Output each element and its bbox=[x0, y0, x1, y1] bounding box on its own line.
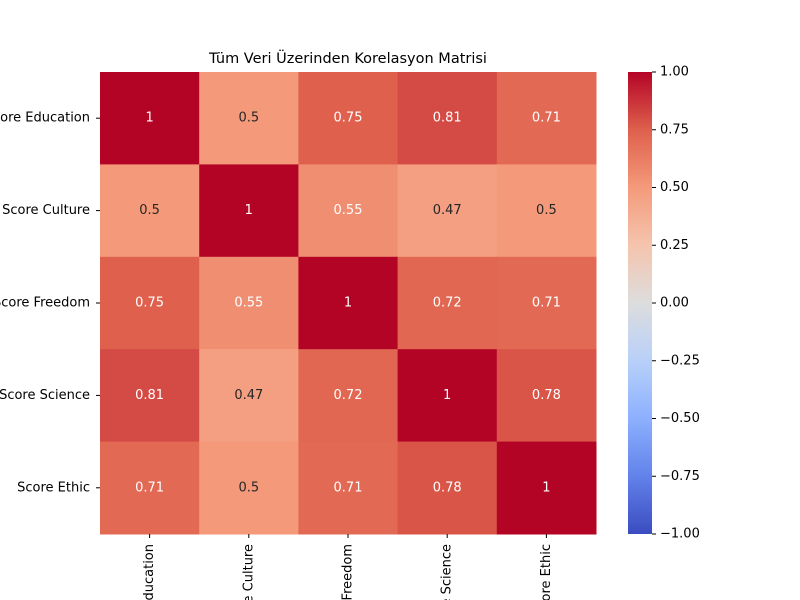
cell-label: 0.5 bbox=[139, 203, 160, 218]
cell-label: 0.71 bbox=[532, 296, 561, 311]
cell-label: 0.72 bbox=[433, 296, 462, 311]
heatmap-cell bbox=[100, 349, 200, 443]
x-tick-label: Score Ethic bbox=[539, 544, 554, 600]
cell-label: 0.55 bbox=[334, 203, 363, 218]
heatmap-cell bbox=[397, 256, 498, 350]
colorbar bbox=[628, 72, 652, 534]
heatmap-cell bbox=[397, 349, 498, 443]
cell-label: 0.71 bbox=[532, 111, 561, 126]
x-tick-label: Score Education bbox=[142, 544, 157, 600]
heatmap-cell bbox=[298, 164, 399, 258]
cell-label: 0.71 bbox=[334, 480, 363, 495]
cell-label: 0.78 bbox=[433, 480, 462, 495]
heatmap-cell bbox=[199, 256, 299, 350]
heatmap-cell bbox=[298, 441, 399, 535]
cell-label: 1 bbox=[245, 203, 253, 218]
cell-label: 1 bbox=[344, 296, 352, 311]
y-tick-label: Score Culture bbox=[2, 203, 90, 218]
y-tick-label: Score Freedom bbox=[0, 296, 90, 311]
cell-label: 0.47 bbox=[234, 388, 263, 403]
heatmap-cell bbox=[298, 72, 399, 165]
heatmap-cell bbox=[199, 441, 299, 535]
heatmap-cell bbox=[199, 164, 299, 258]
colorbar-tick-label: 0.25 bbox=[660, 238, 689, 253]
heatmap-cell bbox=[298, 349, 399, 443]
cell-label: 1 bbox=[542, 480, 550, 495]
cell-label: 0.75 bbox=[334, 111, 363, 126]
cell-label: 0.78 bbox=[532, 388, 561, 403]
heatmap-cell bbox=[496, 441, 597, 535]
cell-label: 0.75 bbox=[135, 296, 164, 311]
cell-label: 0.5 bbox=[238, 111, 259, 126]
heatmap-cell bbox=[100, 441, 200, 535]
colorbar-tick-label: 0.50 bbox=[660, 180, 689, 195]
cell-label: 0.47 bbox=[433, 203, 462, 218]
cell-label: 1 bbox=[145, 111, 153, 126]
cell-label: 0.81 bbox=[135, 388, 164, 403]
x-tick-label: Score Culture bbox=[241, 544, 256, 600]
heatmap-cell bbox=[100, 256, 200, 350]
y-tick-label: Score Science bbox=[0, 388, 90, 403]
heatmap-cell bbox=[199, 72, 299, 165]
colorbar-tick-label: −0.25 bbox=[660, 353, 700, 368]
y-tick-label: Score Education bbox=[0, 111, 90, 126]
chart-title: Tüm Veri Üzerinden Korelasyon Matrisi bbox=[208, 49, 487, 67]
cell-label: 1 bbox=[443, 388, 451, 403]
colorbar-tick-label: 0.75 bbox=[660, 122, 689, 137]
cell-label: 0.71 bbox=[135, 480, 164, 495]
heatmap-cell bbox=[199, 349, 299, 443]
heatmap-cell bbox=[496, 349, 597, 443]
cell-label: 0.55 bbox=[234, 296, 263, 311]
heatmap-cell bbox=[397, 441, 498, 535]
cell-label: 0.81 bbox=[433, 111, 462, 126]
heatmap-cell bbox=[496, 164, 597, 258]
heatmap-cell bbox=[298, 256, 399, 350]
colorbar-tick-label: 1.00 bbox=[660, 65, 689, 80]
colorbar-tick-label: −0.75 bbox=[660, 469, 700, 484]
cell-label: 0.5 bbox=[238, 480, 259, 495]
colorbar-tick-label: 0.00 bbox=[660, 296, 689, 311]
heatmap-cell bbox=[496, 256, 597, 350]
heatmap-cell bbox=[397, 72, 498, 165]
colorbar-tick-label: −0.50 bbox=[660, 411, 700, 426]
heatmap-cell bbox=[100, 164, 200, 258]
x-tick-label: Score Science bbox=[440, 544, 455, 600]
cell-label: 0.72 bbox=[334, 388, 363, 403]
heatmap-cell bbox=[496, 72, 597, 165]
heatmap-cell bbox=[100, 72, 200, 165]
x-tick-label: Score Freedom bbox=[341, 544, 356, 600]
cell-label: 0.5 bbox=[536, 203, 557, 218]
heatmap-cell bbox=[397, 164, 498, 258]
colorbar-tick-label: −1.00 bbox=[660, 527, 700, 542]
y-tick-label: Score Ethic bbox=[17, 480, 90, 495]
